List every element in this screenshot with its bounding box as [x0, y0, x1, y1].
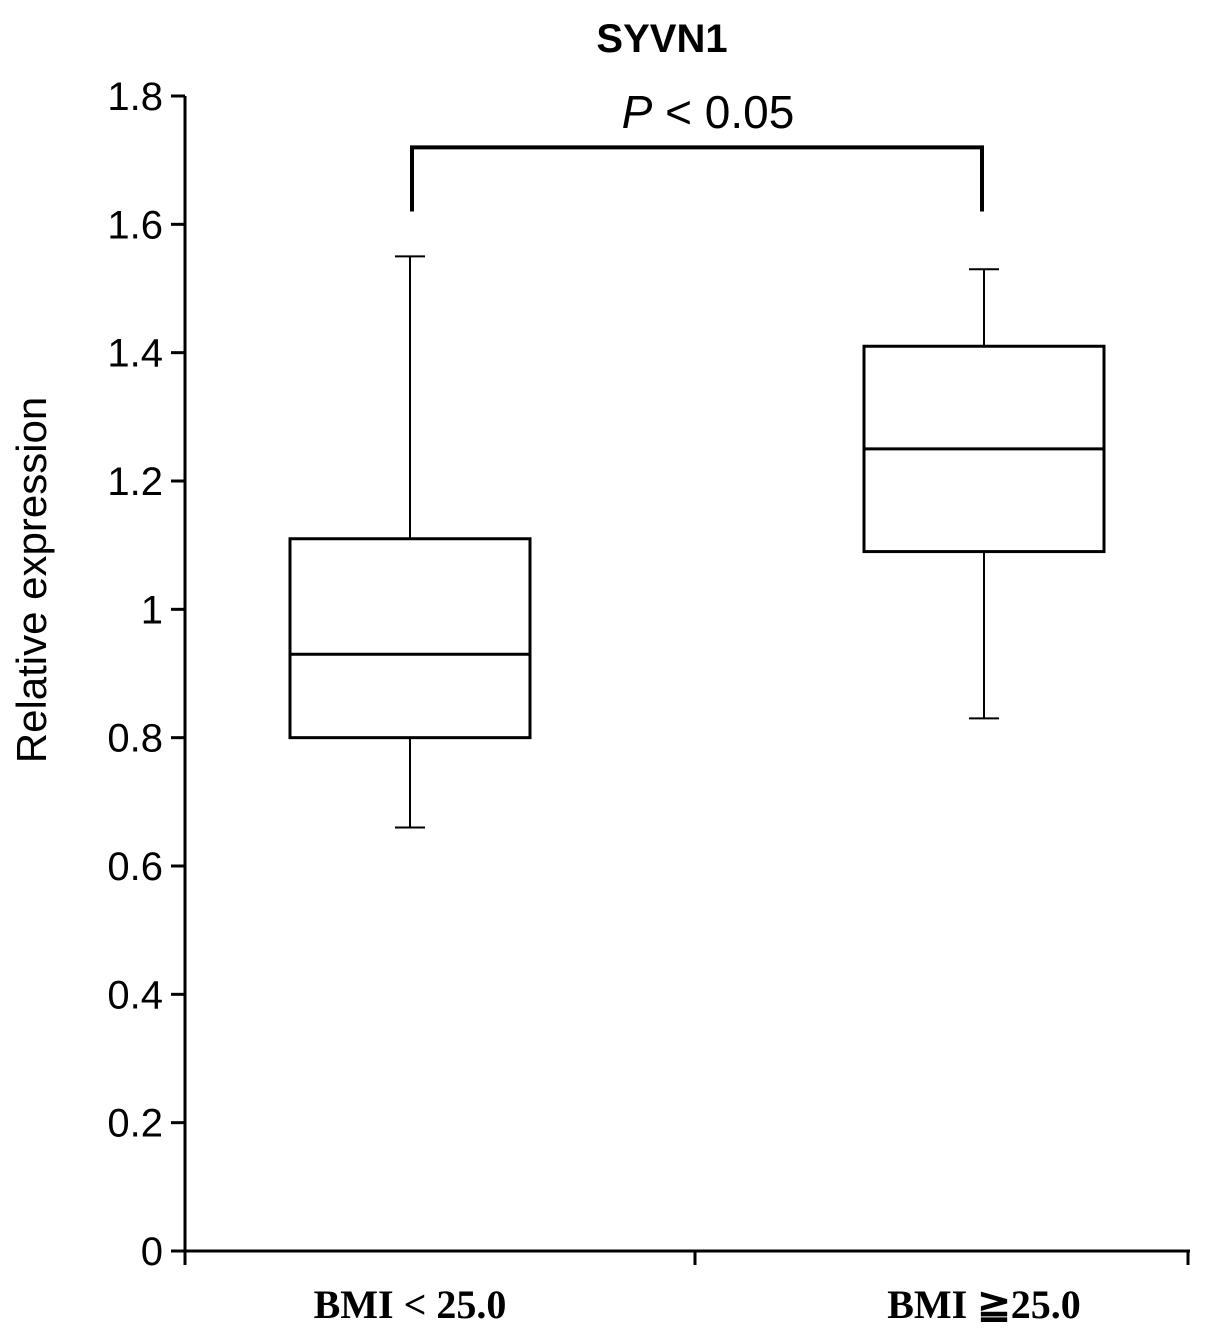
- significance-bracket: [410, 145, 984, 212]
- y-tick-label: 1.2: [107, 460, 163, 504]
- p-text: < 0.05: [652, 86, 794, 138]
- y-tick-label: 1.8: [107, 75, 163, 119]
- box-2: [862, 268, 1106, 720]
- y-tick-label: 1.4: [107, 332, 163, 376]
- x-category-label: BMI ≧25.0: [887, 1282, 1081, 1327]
- y-tick-label: 0: [141, 1230, 163, 1274]
- y-tick-label: 0.6: [107, 845, 163, 889]
- y-tick-label: 0.8: [107, 717, 163, 761]
- y-axis: 0 0.2 0.4 0.6 0.8 1 1.2 1.4 1.6 1.8: [107, 75, 187, 1274]
- bracket-path: [410, 145, 984, 212]
- y-axis-label: Relative expression: [8, 397, 55, 764]
- boxes-group: [288, 255, 1106, 829]
- y-tick-label: 0.2: [107, 1102, 163, 1146]
- y-tick-label: 1.6: [107, 203, 163, 247]
- significance-label: P < 0.05: [622, 86, 795, 138]
- x-axis: BMI < 25.0 BMI ≧25.0: [183, 1249, 1190, 1327]
- y-tick-label: 0.4: [107, 973, 163, 1017]
- p-symbol: P: [622, 86, 653, 138]
- y-tick-label: 1: [141, 588, 163, 632]
- iqr-box: [288, 537, 532, 740]
- chart-title: SYVN1: [596, 17, 727, 61]
- x-category-label: BMI < 25.0: [314, 1282, 507, 1327]
- box-1: [288, 255, 532, 829]
